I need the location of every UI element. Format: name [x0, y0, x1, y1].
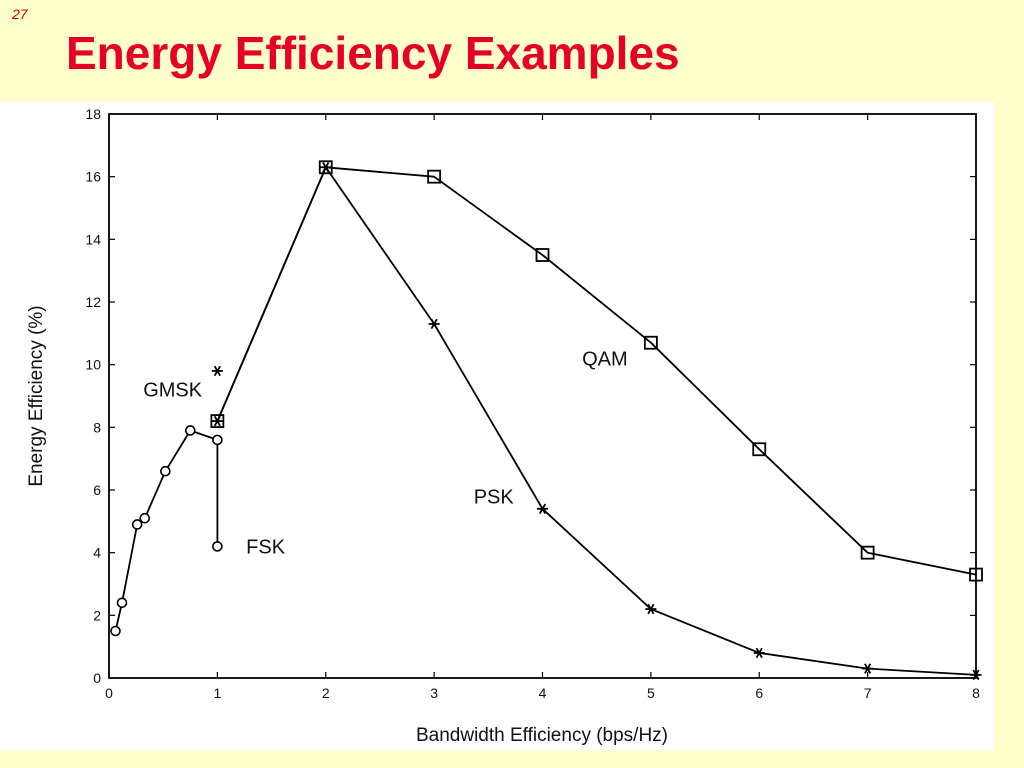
- y-tick-label: 4: [93, 545, 101, 561]
- psk-point: [211, 415, 223, 427]
- x-tick-label: 2: [322, 685, 330, 701]
- y-axis-title: Energy Efficiency (%): [26, 305, 47, 486]
- y-tick-label: 10: [85, 357, 101, 373]
- fsk-point: [116, 597, 128, 609]
- psk-point: [428, 318, 440, 330]
- series-layer: [110, 160, 983, 681]
- fsk-point: [160, 465, 171, 477]
- fsk-point: [131, 519, 143, 530]
- fsk-point: [212, 541, 223, 552]
- qam-point: [752, 442, 767, 457]
- chart-figure: 0 1 2 3 4 5 6 7 8 0 2 4 6 8 10 12 14 16 18 GMSK FSK PSK QAM B…: [0, 102, 994, 750]
- slide-title: Energy Efficiency Examples: [66, 27, 680, 79]
- qam-point: [318, 160, 333, 175]
- qam-point: [969, 567, 983, 582]
- psk-point: [320, 162, 332, 173]
- x-tick-label: 1: [213, 685, 221, 701]
- plot-area-frame: [108, 113, 977, 679]
- y-tick-label: 0: [93, 670, 101, 686]
- fsk-point: [110, 625, 121, 637]
- annotation-fsk: FSK: [246, 536, 286, 558]
- x-axis-title: Bandwidth Efficiency (bps/Hz): [416, 725, 668, 746]
- fsk-point: [212, 434, 223, 446]
- qam-point: [535, 248, 550, 262]
- y-tick-label: 18: [85, 106, 101, 122]
- qam-series-line: [216, 166, 977, 576]
- psk-point: [645, 603, 657, 615]
- annotation-psk: PSK: [474, 486, 515, 508]
- annotations-layer: GMSK FSK PSK QAM: [143, 348, 627, 558]
- x-tick-label: 8: [972, 685, 980, 701]
- y-tick-label: 12: [85, 294, 101, 310]
- y-tick-label: 2: [93, 607, 101, 623]
- slide-number: 27: [12, 6, 28, 22]
- psk-point: [862, 663, 874, 674]
- psk-point: [537, 503, 548, 515]
- qam-point: [860, 545, 875, 560]
- y-tick-label: 14: [85, 231, 101, 247]
- psk-point: [753, 647, 765, 659]
- fsk-series-line: [114, 429, 219, 632]
- qam-point: [427, 169, 442, 184]
- y-tick-label: 8: [93, 419, 101, 435]
- fsk-point: [184, 425, 196, 436]
- fsk-point: [139, 512, 151, 524]
- x-tick-label: 3: [430, 685, 438, 701]
- y-tick-label: 6: [93, 482, 101, 498]
- psk-series-line: [216, 166, 977, 676]
- x-tick-label: 5: [647, 685, 655, 701]
- x-tick-label: 7: [864, 685, 872, 701]
- qam-point: [210, 414, 225, 428]
- psk-point: [970, 669, 982, 681]
- x-tick-label: 4: [539, 685, 547, 701]
- annotation-qam: QAM: [582, 348, 628, 370]
- annotation-gmsk: GMSK: [143, 380, 203, 402]
- gmsk-point: [211, 365, 223, 377]
- qam-point: [643, 335, 658, 350]
- x-tick-label: 6: [755, 685, 763, 701]
- y-tick-label: 16: [85, 169, 101, 185]
- x-tick-label: 0: [105, 685, 113, 701]
